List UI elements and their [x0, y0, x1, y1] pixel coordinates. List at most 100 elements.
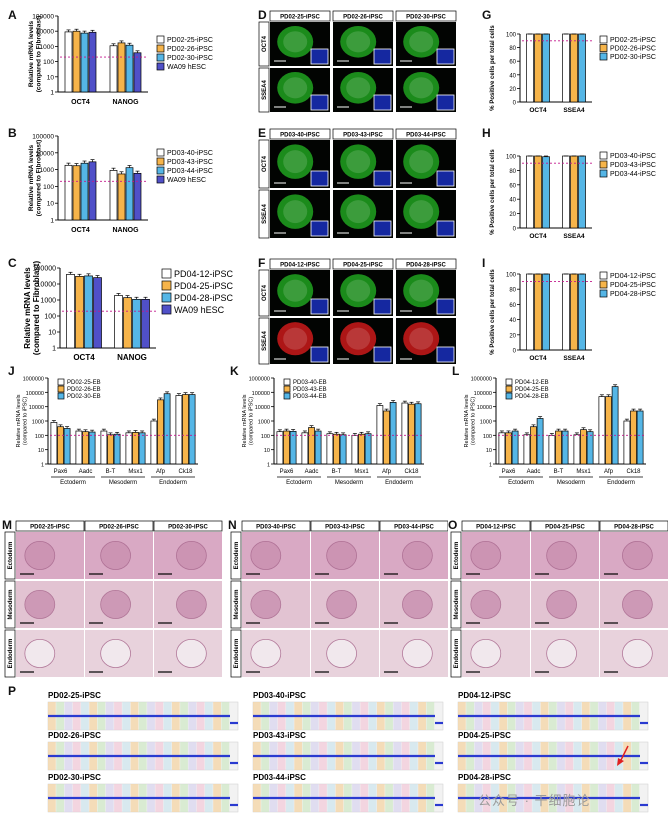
y-axis-label-line1: Relative mRNA levels [28, 21, 35, 88]
row-header-group: OCT4 [262, 155, 268, 172]
bar [123, 297, 132, 349]
legend-entry: PD04-28-iPSC [174, 293, 234, 303]
panel-label: N [228, 518, 237, 532]
red-arrow [619, 745, 629, 763]
bar [88, 431, 96, 465]
legend-entry: PD03-40-EB [293, 380, 327, 386]
y-tick-label: 10000 [477, 405, 492, 411]
tissue-structure [470, 540, 502, 571]
legend-entry: PD02-26-iPSC [610, 46, 656, 53]
x-tick-label: Afp [156, 469, 166, 475]
karyotype-label: PD04-25-iPSC [458, 731, 511, 740]
tissue-structure [176, 590, 207, 620]
y-tick-label: 1000 [40, 167, 55, 174]
column-header: PD02-26-iPSC [343, 15, 383, 21]
legend-swatch [161, 280, 172, 291]
panel-label: F [258, 256, 266, 270]
fluorescence-e: PD03-40-iPSC PD03-43-iPSC PD03-44-iPSC OCT4… [258, 128, 457, 239]
legend-swatch [161, 268, 172, 279]
panel-D: D PD02-25-iPSC PD02-26-iPSC PD02-30-iPSC OC… [240, 0, 465, 118]
bar [389, 402, 397, 465]
karyotype-label: PD02-26-iPSC [48, 731, 101, 740]
y-tick-label: 0 [513, 227, 517, 233]
legend-entry: PD04-25-iPSC [174, 281, 234, 291]
column-header-box [332, 128, 394, 140]
colony [403, 194, 440, 229]
panel-L: L 1000000 100000 10000 1000 100 10 1 Relative m… [444, 360, 668, 510]
y-tick-label: 100000 [33, 266, 56, 273]
legend-swatch [161, 304, 172, 315]
colony [277, 144, 314, 179]
legend-entry: PD02-30-EB [67, 394, 101, 400]
x-tick-label: OCT4 [529, 107, 547, 114]
bar [175, 395, 183, 465]
bar [125, 167, 134, 221]
column-header: PD04-12-iPSC [280, 263, 320, 269]
row-header: Mesoderm [454, 589, 460, 619]
column-header-box [269, 10, 331, 22]
bar [163, 393, 171, 465]
bar [72, 165, 81, 221]
bar [498, 432, 506, 465]
column-header: PD04-25-iPSC [545, 525, 585, 531]
panel-K: K 1000000 100000 10000 1000 100 10 1 Relative m… [222, 360, 444, 510]
bar [611, 386, 619, 465]
karyotype-label: PD04-12-iPSC [458, 691, 511, 700]
column-header-box [332, 10, 394, 22]
y-tick-label: 20 [509, 333, 516, 339]
x-tick-label: Aadc [305, 469, 319, 475]
chart-c: 100000 10000 1000 100 10 1 Relative mRNA level… [23, 261, 234, 362]
legend-entry: PD02-25-EB [67, 380, 101, 386]
bar [542, 33, 550, 103]
legend-swatch [156, 148, 165, 157]
legend-swatch [57, 392, 65, 400]
panel-label: H [482, 126, 491, 140]
bar [530, 426, 537, 465]
y-tick-label: 10 [486, 448, 492, 454]
y-tick-label: 0 [513, 349, 517, 355]
chart-l: 1000000 100000 10000 1000 100 10 1 Relative mRN… [464, 377, 646, 486]
legend-swatch [599, 151, 608, 160]
bar [401, 402, 409, 465]
bar [383, 410, 390, 465]
colony [277, 274, 314, 308]
y-tick-label: 100 [43, 59, 54, 66]
y-tick-label: 1000 [480, 420, 492, 426]
x-tick-label: NANOG [112, 99, 139, 106]
y-axis-label: Relative mRNA levels (compared to Fibrobl… [23, 261, 41, 356]
bar [75, 276, 84, 349]
dapi-inset [373, 346, 392, 363]
legend-swatch [156, 175, 165, 184]
y-axis-label-line2: (compared to iPSC) [471, 397, 477, 445]
karyotype-label: PD02-30-iPSC [48, 773, 101, 782]
y-axis-label-line2: (compared to Fibroblast) [32, 261, 41, 356]
column-header: PD02-25-iPSC [280, 15, 320, 21]
y-axis-label-line2: (compared to iPSC) [249, 397, 255, 445]
colony-highlight [283, 31, 308, 53]
x-tick-label: Ck18 [178, 469, 193, 475]
x-tick-label: NANOG [117, 353, 147, 362]
bar [351, 434, 359, 465]
column-header: PD04-28-iPSC [614, 525, 654, 531]
colony-highlight [409, 77, 434, 99]
y-tick-label: 80 [509, 169, 516, 175]
panel-label: A [8, 8, 17, 22]
y-tick-label: 1 [50, 218, 54, 225]
red-arrow-head [617, 758, 624, 766]
y-tick-label: 10000 [37, 282, 57, 289]
chart-k: 1000000 100000 10000 1000 100 10 1 Relative mRN… [242, 377, 424, 486]
y-axis-label: % Positive cells per total cells [490, 149, 496, 235]
y-tick-label: 1 [50, 90, 54, 97]
y-tick-label: 100000 [26, 391, 44, 397]
y-tick-label: 40 [509, 73, 516, 79]
dapi-inset [310, 48, 329, 65]
layer-label: Endoderm [607, 480, 635, 486]
bar [138, 432, 146, 465]
column-header: PD03-44-iPSC [406, 133, 446, 139]
bar [84, 275, 93, 349]
y-tick-label: 100 [43, 184, 54, 191]
tissue-structure [24, 639, 56, 669]
x-tick-label: NANOG [112, 227, 139, 234]
row-header: Endoderm [234, 639, 240, 669]
bar [562, 33, 570, 103]
